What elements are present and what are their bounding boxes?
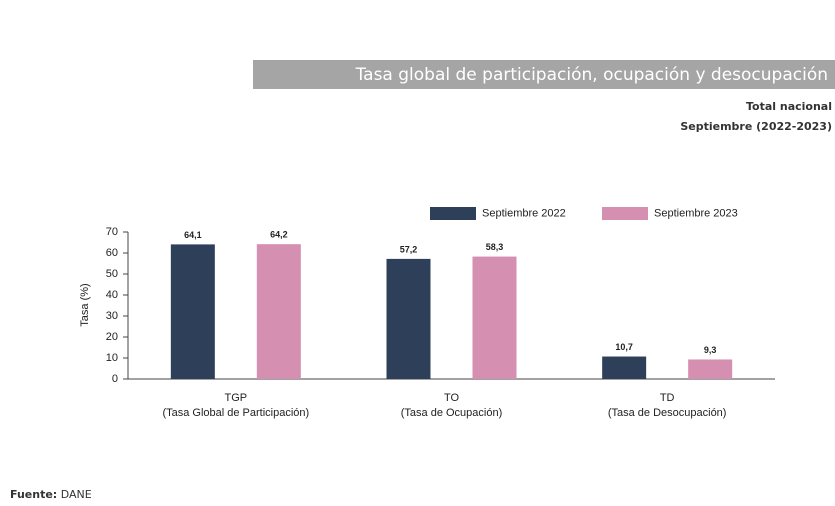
bar bbox=[386, 258, 431, 379]
y-axis-label: Tasa (%) bbox=[79, 283, 91, 326]
bar bbox=[472, 256, 517, 379]
x-tick-label: TGP bbox=[225, 392, 248, 404]
value-label: 64,2 bbox=[270, 230, 288, 240]
title-banner bbox=[253, 60, 835, 89]
y-tick-label: 50 bbox=[106, 268, 118, 280]
y-tick-label: 30 bbox=[106, 310, 118, 322]
bar bbox=[170, 244, 215, 379]
bar bbox=[688, 359, 733, 379]
value-label: 9,3 bbox=[704, 345, 717, 355]
y-tick-label: 10 bbox=[106, 352, 118, 364]
chart-title: Tasa global de participación, ocupación … bbox=[355, 65, 828, 85]
source: Fuente: DANE bbox=[10, 488, 92, 501]
x-tick-description: (Tasa de Ocupación) bbox=[401, 407, 503, 419]
value-label: 57,2 bbox=[400, 244, 418, 254]
y-tick-label: 20 bbox=[106, 331, 118, 343]
bar bbox=[256, 244, 301, 379]
source-text: DANE bbox=[61, 488, 92, 501]
period: Septiembre (2022-2023) bbox=[680, 120, 832, 133]
x-tick-label: TO bbox=[444, 392, 460, 404]
y-tick-label: 0 bbox=[112, 373, 118, 385]
legend-label: Septiembre 2023 bbox=[654, 207, 738, 219]
x-tick-description: (Tasa de Desocupación) bbox=[608, 407, 727, 419]
value-label: 58,3 bbox=[486, 242, 504, 252]
value-label: 10,7 bbox=[615, 342, 633, 352]
source-label: Fuente: bbox=[10, 488, 57, 501]
legend-swatch bbox=[602, 207, 648, 220]
x-tick-description: (Tasa Global de Participación) bbox=[162, 407, 309, 419]
bar bbox=[602, 356, 647, 379]
y-tick-label: 40 bbox=[106, 289, 118, 301]
legend-swatch bbox=[430, 207, 476, 220]
x-tick-label: TD bbox=[660, 392, 675, 404]
subtitle: Total nacional bbox=[746, 100, 832, 113]
y-tick-label: 70 bbox=[106, 226, 118, 238]
y-tick-label: 60 bbox=[106, 247, 118, 259]
value-label: 64,1 bbox=[184, 230, 202, 240]
legend-label: Septiembre 2022 bbox=[482, 207, 566, 219]
